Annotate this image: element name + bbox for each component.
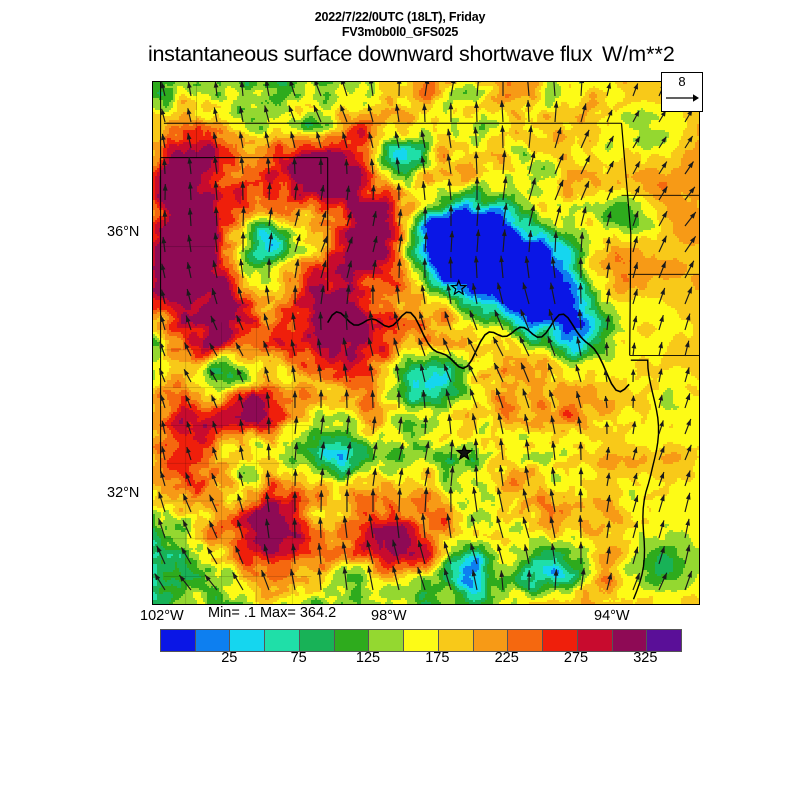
colorbar-segment-0 (161, 630, 196, 651)
colorbar-tick-275: 275 (563, 650, 589, 666)
colorbar-segment-9 (473, 630, 509, 651)
colorbar-tick-25: 25 (221, 650, 238, 666)
colorbar-segment-7 (404, 630, 439, 651)
page-title: instantaneous surface downward shortwave… (148, 42, 708, 68)
axis-label-lat-36: 36°N (107, 224, 140, 240)
colorbar-segment-6 (369, 630, 405, 651)
colorbar-segment-5 (334, 630, 370, 651)
colorbar-segment-13 (612, 630, 648, 651)
colorbar-tick-75: 75 (290, 650, 307, 666)
min-max-stats: Min= .1 Max= 364.2 (208, 605, 337, 621)
colorbar-tick-labels: 25 75 125 175 225 275 325 (160, 650, 680, 670)
colorbar-segment-4 (299, 630, 335, 651)
map-vector-overlay (154, 82, 699, 604)
vector-reference-key: 8 (661, 72, 703, 112)
colorbar-segment-1 (195, 630, 231, 651)
colorbar (160, 629, 682, 652)
colorbar-segment-10 (508, 630, 544, 651)
station-marker-open (449, 278, 468, 296)
arrow-right-icon (666, 94, 699, 102)
main-title-text: instantaneous surface downward shortwave… (148, 42, 593, 66)
header-block: 2022/7/22/0UTC (18LT), Friday FV3m0b0l0_… (0, 10, 800, 40)
vector-key-magnitude: 8 (678, 74, 686, 89)
axis-label-lon-102: 102°W (140, 608, 184, 624)
colorbar-segment-3 (265, 630, 300, 651)
colorbar-segment-14 (647, 630, 682, 651)
axis-label-lon-98: 98°W (371, 608, 407, 624)
colorbar-tick-225: 225 (494, 650, 519, 666)
model-line: FV3m0b0l0_GFS025 (341, 25, 459, 39)
colorbar-tick-175: 175 (425, 650, 450, 666)
colorbar-segment-8 (438, 630, 474, 651)
colorbar-tick-125: 125 (355, 650, 381, 666)
axis-label-lon-94: 94°W (594, 608, 630, 624)
axis-label-lat-32: 32°N (107, 485, 140, 501)
colorbar-segment-2 (230, 630, 266, 651)
datetime-line: 2022/7/22/0UTC (18LT), Friday (314, 10, 486, 24)
units-label: W/m**2 (602, 42, 675, 66)
station-marker-filled (455, 443, 474, 461)
shortwave-flux-heatmap (153, 82, 699, 604)
colorbar-tick-325: 325 (633, 650, 658, 666)
colorbar-segment-11 (543, 630, 578, 651)
map-plot-area[interactable] (152, 81, 700, 605)
colorbar-segment-12 (577, 630, 613, 651)
